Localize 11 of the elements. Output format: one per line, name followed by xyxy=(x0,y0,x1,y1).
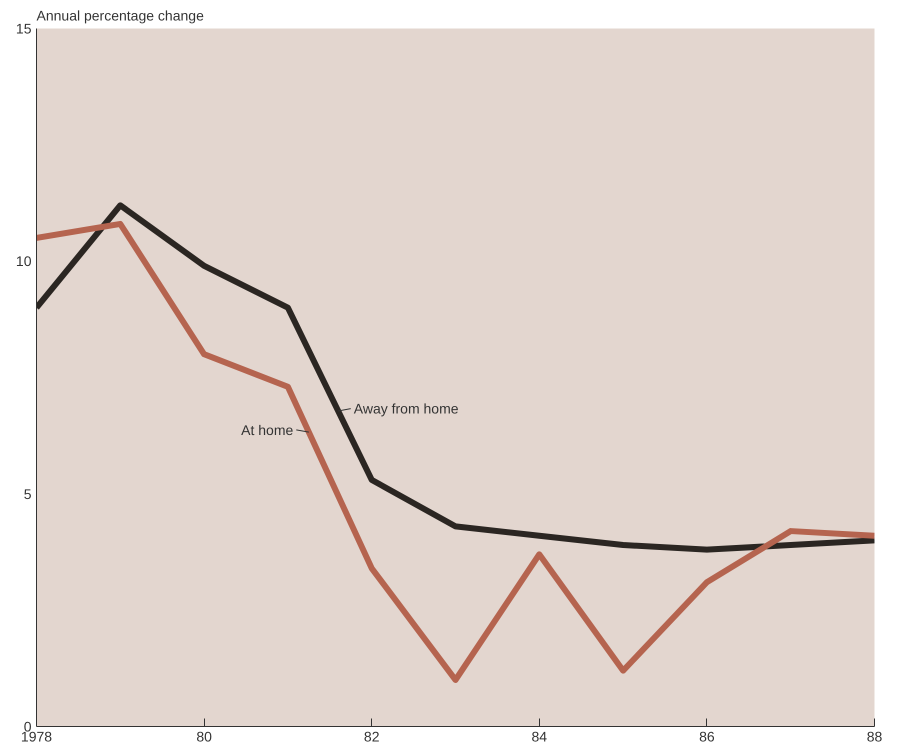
y-tick-label: 5 xyxy=(24,486,32,502)
x-tick-label: 80 xyxy=(196,728,212,744)
x-tick-label: 84 xyxy=(532,728,548,744)
y-tick-label: 10 xyxy=(16,253,32,270)
series-label: At home xyxy=(241,422,294,438)
y-axis-title: Annual percentage change xyxy=(36,8,204,24)
x-tick-label: 88 xyxy=(866,728,882,744)
x-tick-label: 82 xyxy=(364,728,380,744)
series-label: Away from home xyxy=(354,400,459,417)
x-tick-label: 86 xyxy=(699,728,715,744)
y-tick-label: 15 xyxy=(16,20,32,36)
